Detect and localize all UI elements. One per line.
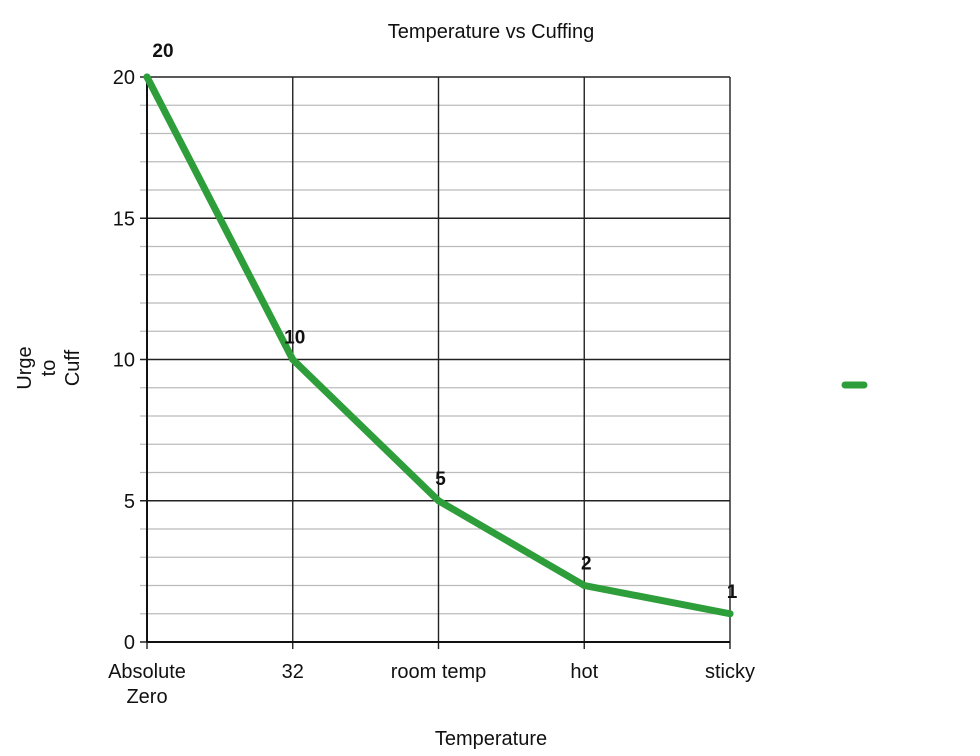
x-tick-label: hot — [570, 661, 598, 683]
y-axis-label: Urge to Cuff — [14, 346, 84, 389]
series — [143, 73, 734, 618]
data-point — [289, 356, 297, 363]
chart-title: Temperature vs Cuffing — [388, 21, 594, 43]
y-axis-label-text: Urge to Cuff — [14, 346, 84, 389]
data-labels: 20 10 5 2 1 — [152, 41, 737, 603]
x-tick-label: room temp — [391, 661, 487, 683]
x-axis-label: Temperature — [435, 728, 547, 750]
data-point — [435, 497, 442, 505]
x-tick-labels: Absolute Zero 32 room temp hot sticky — [108, 661, 755, 708]
x-tick-label-line: Zero — [126, 686, 167, 708]
y-tick-label: 5 — [124, 491, 135, 513]
grid — [140, 76, 731, 649]
x-tick-label-line: hot — [570, 661, 598, 683]
y-tick-label: 10 — [113, 350, 135, 372]
x-tick-label-line: 32 — [282, 661, 304, 683]
y-axis-label-line: to — [38, 360, 60, 377]
x-tick-label: Absolute Zero — [108, 661, 186, 708]
data-label: 10 — [284, 328, 305, 349]
data-label: 20 — [152, 41, 173, 62]
axes — [146, 77, 730, 643]
x-tick-label: sticky — [705, 661, 755, 683]
y-tick-label: 15 — [113, 208, 135, 230]
x-tick-label-line: sticky — [705, 661, 755, 683]
data-label: 2 — [581, 554, 592, 575]
data-label: 1 — [727, 582, 738, 603]
y-tick-label: 0 — [124, 632, 135, 654]
y-axis-label-line: Urge — [14, 346, 36, 389]
y-axis-label-line: Cuff — [62, 349, 84, 386]
data-label: 5 — [435, 469, 446, 490]
x-tick-label: 32 — [282, 661, 304, 683]
data-point — [726, 610, 734, 618]
data-point — [143, 73, 151, 81]
y-tick-label: 20 — [113, 67, 135, 89]
x-tick-label-line: Absolute — [108, 661, 186, 683]
y-tick-labels: 0 5 10 15 20 — [113, 67, 135, 654]
data-point — [580, 582, 588, 589]
x-tick-label-line: room temp — [391, 661, 487, 683]
